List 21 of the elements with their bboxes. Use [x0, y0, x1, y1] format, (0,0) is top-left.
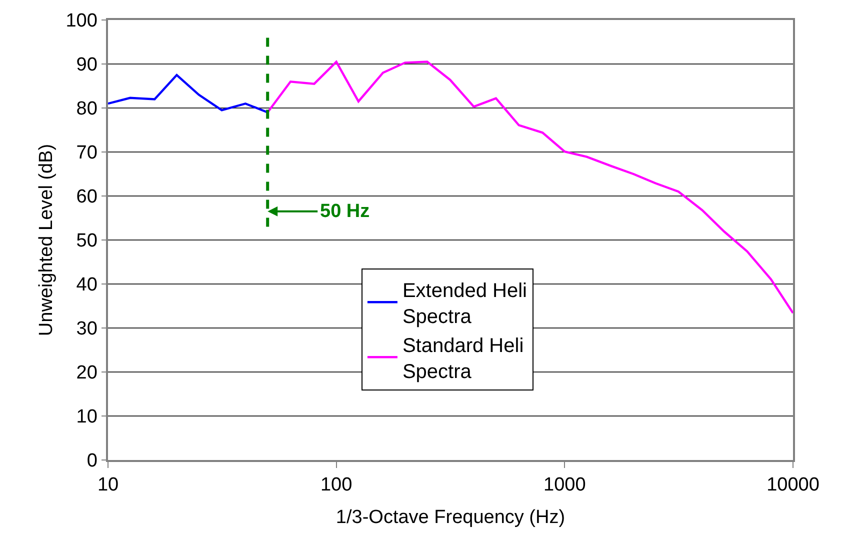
x-tick-label: 10000: [766, 474, 820, 496]
y-tick-label: 10: [76, 406, 98, 428]
line-series: [108, 74, 269, 114]
x-tick-label: 1000: [544, 474, 586, 496]
y-tick-label: 90: [76, 54, 98, 76]
x-tick-label: 10: [97, 474, 119, 496]
y-tick-label: 0: [86, 450, 98, 472]
legend-label: Extended Heli Spectra: [402, 280, 527, 328]
y-tick-label: 60: [76, 186, 98, 208]
y-tick-label: 40: [76, 274, 98, 296]
y-tick-label: 50: [76, 230, 98, 252]
y-tick-label: 70: [76, 142, 98, 164]
y-tick-label: 20: [76, 362, 98, 384]
y-tick-label: 30: [76, 318, 98, 340]
ref-line-label: 50 Hz: [320, 201, 370, 222]
x-axis-title: 1/3-Octave Frequency (Hz): [336, 506, 566, 528]
x-tick-label: 100: [320, 474, 352, 496]
y-tick-label: 100: [66, 10, 98, 32]
y-tick-label: 80: [76, 98, 98, 120]
legend-label: Standard Heli Spectra: [402, 334, 524, 383]
y-axis-title: Unweighted Level (dB): [36, 144, 58, 336]
